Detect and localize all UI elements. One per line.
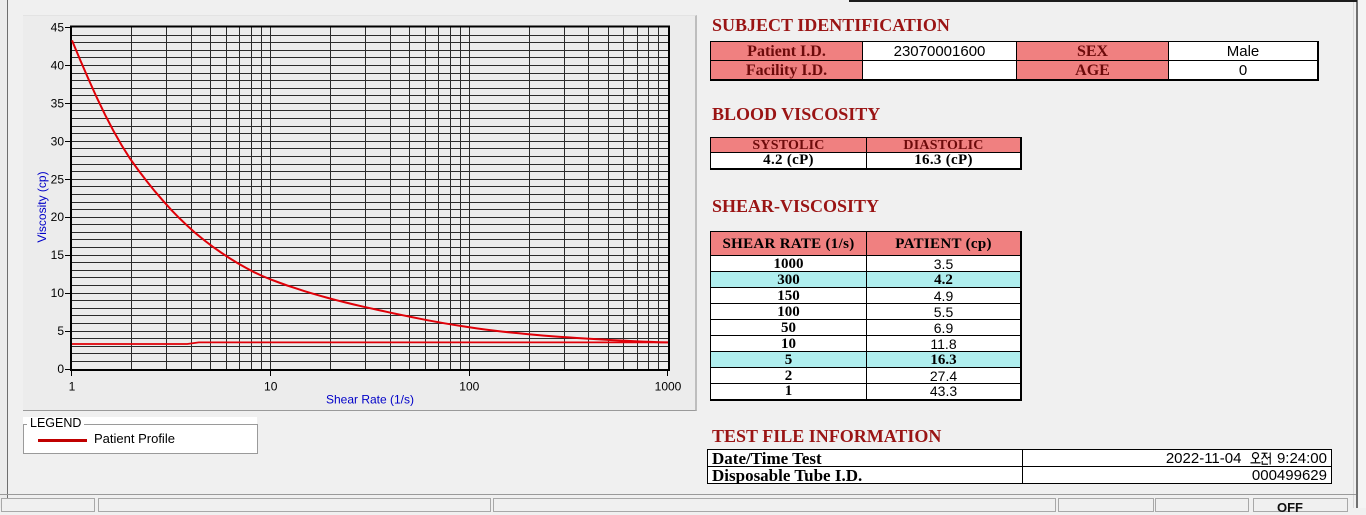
svg-text:30: 30: [51, 134, 65, 148]
svg-text:35: 35: [51, 96, 65, 110]
svg-text:25: 25: [51, 172, 65, 186]
svg-text:Viscosity (cp): Viscosity (cp): [35, 171, 49, 242]
svg-text:45: 45: [51, 21, 65, 35]
svg-text:1: 1: [69, 380, 76, 394]
svg-text:0: 0: [57, 362, 64, 376]
svg-text:20: 20: [51, 210, 65, 224]
svg-text:1000: 1000: [655, 380, 682, 394]
svg-text:Shear Rate (1/s): Shear Rate (1/s): [326, 393, 414, 407]
svg-text:10: 10: [51, 286, 65, 300]
svg-text:5: 5: [57, 324, 64, 338]
svg-text:10: 10: [264, 380, 278, 394]
svg-text:40: 40: [51, 58, 65, 72]
svg-text:15: 15: [51, 248, 65, 262]
svg-text:100: 100: [459, 380, 479, 394]
